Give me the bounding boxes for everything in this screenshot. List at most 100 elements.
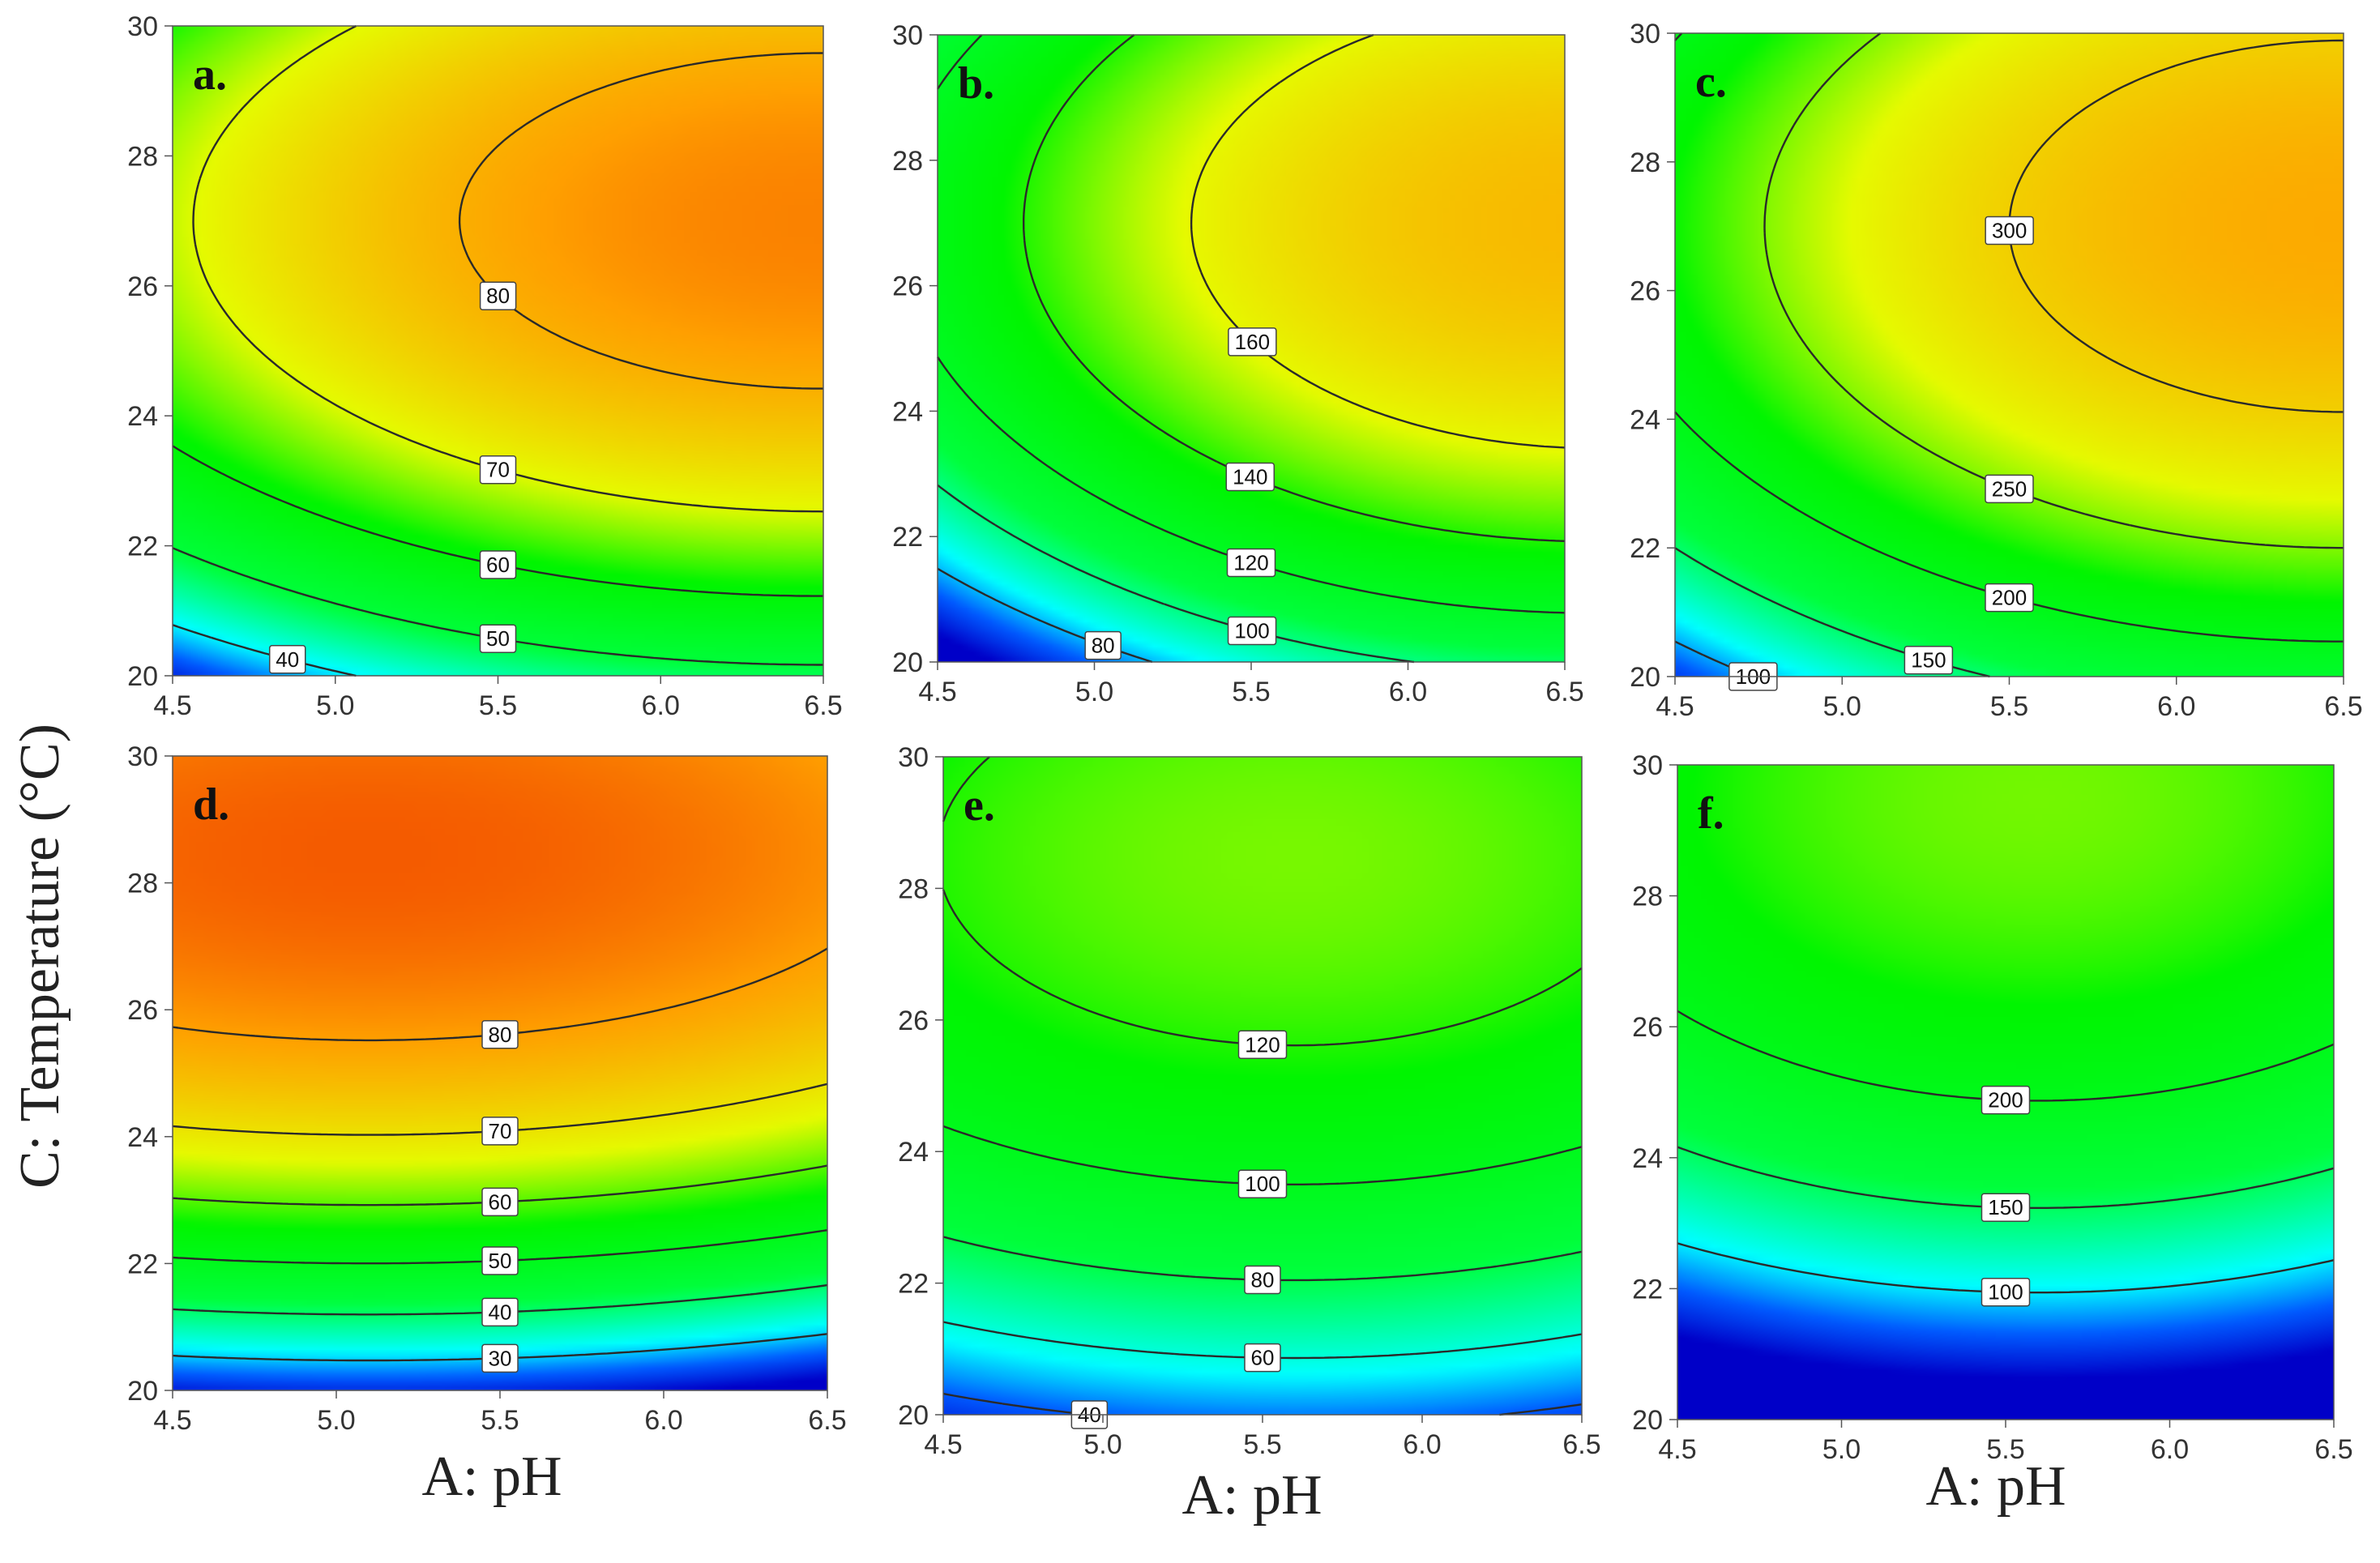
y-tick-label: 20 [1630, 662, 1660, 693]
contour-label: 50 [486, 626, 510, 651]
panel-b: 80 100 120 140 160 4.5 5.0 5.5 6.0 6.5 20 22 24 26 28 3… [892, 20, 1583, 707]
contour-label-box [479, 550, 517, 579]
contour-label: 160 [1235, 330, 1270, 354]
contour-label: 60 [1251, 1346, 1275, 1370]
x-tick-label: 6.5 [804, 690, 842, 721]
contour-label: 150 [1988, 1195, 2023, 1219]
y-tick-label: 22 [898, 1269, 929, 1300]
x-tick-label: 5.5 [1232, 677, 1270, 707]
contour-label-box [1985, 583, 2034, 613]
contour-label: 200 [1992, 586, 2027, 610]
y-tick-label: 28 [1630, 147, 1660, 178]
x-tick-label: 4.5 [1656, 691, 1694, 722]
contour-label-box [1244, 1265, 1281, 1295]
y-tick-label: 26 [1630, 276, 1660, 307]
y-tick-label: 24 [898, 1137, 929, 1168]
x-axis-title: A: pH [1181, 1464, 1322, 1527]
y-tick-label: 30 [892, 20, 923, 51]
x-tick-label: 5.5 [479, 690, 517, 721]
contour-label: 60 [486, 553, 510, 577]
contour-line-80 [172, 947, 828, 1042]
y-tick-label: 30 [898, 742, 929, 773]
x-tick-label: 4.5 [153, 690, 191, 721]
x-tick-label: 4.5 [918, 677, 956, 707]
y-tick-label: 28 [892, 146, 923, 177]
contour-label: 300 [1992, 219, 2027, 243]
contour-label-box [1980, 1085, 2031, 1115]
y-tick-label: 24 [1630, 404, 1660, 435]
contour-label: 80 [1092, 634, 1115, 658]
contour-label-box [1244, 1343, 1281, 1373]
y-tick-label: 26 [127, 271, 158, 302]
y-tick-label: 22 [127, 532, 158, 562]
contour-label-box [1237, 1169, 1288, 1198]
contour-label: 40 [276, 647, 299, 672]
contour-label-box [1237, 1030, 1288, 1060]
contour-label-box [479, 281, 517, 310]
contour-label: 80 [486, 284, 510, 308]
x-tick-label: 5.5 [481, 1405, 519, 1436]
contour-label-box [481, 1187, 519, 1217]
contour-label-box [1904, 645, 1954, 675]
heatmap-surface [943, 757, 1582, 1415]
contour-label-box [481, 1343, 519, 1373]
y-tick-label: 20 [892, 647, 923, 678]
panel-letter: f. [1698, 788, 1724, 839]
panel-f: 100 150 200 4.5 5.0 5.5 6.0 6.5 20 22 24 26 28 30 f. A:… [1632, 750, 2352, 1518]
y-tick-label: 22 [1632, 1274, 1663, 1305]
y-tick-label: 28 [898, 873, 929, 904]
contour-label: 150 [1911, 648, 1946, 673]
contour-label-box [1225, 462, 1275, 492]
y-tick-label: 30 [1630, 19, 1660, 49]
x-tick-label: 6.0 [2151, 1434, 2189, 1465]
contour-label: 250 [1992, 476, 2027, 501]
panel-letter: e. [964, 780, 995, 831]
contour-label-box [1985, 474, 2034, 504]
x-tick-label: 4.5 [1658, 1434, 1696, 1465]
contour-label-box [1228, 327, 1277, 357]
y-tick-label: 20 [127, 661, 158, 692]
x-tick-label: 5.0 [1075, 677, 1113, 707]
y-tick-label: 24 [892, 396, 923, 427]
contour-label: 120 [1245, 1032, 1280, 1057]
x-axis-title: A: pH [421, 1446, 562, 1508]
x-tick-label: 6.0 [1389, 677, 1427, 707]
x-tick-label: 6.0 [2157, 691, 2195, 722]
contour-label-box [1227, 616, 1277, 646]
x-tick-label: 4.5 [924, 1429, 962, 1460]
contour-label: 30 [489, 1346, 512, 1370]
y-tick-label: 20 [898, 1400, 929, 1431]
y-tick-label: 28 [1632, 882, 1663, 912]
x-tick-label: 5.0 [1083, 1429, 1122, 1460]
x-tick-label: 6.5 [1545, 677, 1583, 707]
contour-label: 60 [489, 1189, 512, 1214]
x-tick-label: 5.5 [1986, 1434, 2024, 1465]
x-tick-label: 5.5 [1990, 691, 2028, 722]
y-tick-label: 30 [1632, 750, 1663, 781]
contour-label-box [1226, 548, 1276, 578]
contour-line-60 [172, 1164, 828, 1206]
contour-label-box [481, 1117, 519, 1146]
contour-label-box [481, 1020, 519, 1049]
contour-line-150 [1677, 1146, 2335, 1209]
contour-label: 40 [489, 1300, 512, 1324]
y-tick-label: 30 [127, 741, 158, 772]
contour-line-100 [942, 1125, 1583, 1185]
y-tick-label: 24 [127, 1122, 158, 1153]
x-tick-label: 6.5 [1562, 1429, 1600, 1460]
x-tick-label: 4.5 [153, 1405, 191, 1436]
contour-label: 70 [489, 1119, 512, 1143]
contour-label: 100 [1245, 1172, 1280, 1196]
x-tick-label: 6.5 [2314, 1434, 2352, 1465]
contour-line-300 [2008, 39, 2344, 413]
y-tick-label: 26 [127, 995, 158, 1026]
contour-label: 70 [486, 458, 510, 482]
contour-line-70 [192, 24, 824, 513]
x-tick-label: 6.0 [644, 1405, 682, 1436]
y-tick-label: 30 [127, 11, 158, 42]
x-tick-label: 5.0 [316, 690, 354, 721]
y-tick-label: 26 [892, 271, 923, 302]
